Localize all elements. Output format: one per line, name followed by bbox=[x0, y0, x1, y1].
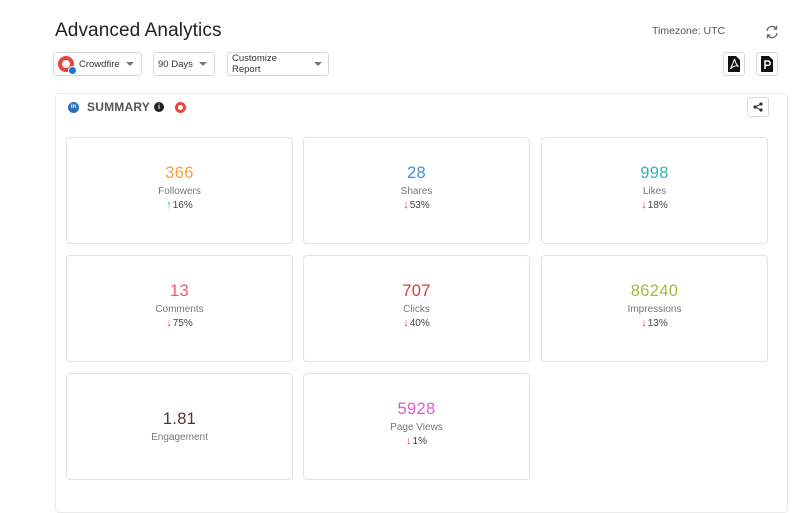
arrow-down-icon: ↓ bbox=[403, 317, 409, 329]
chevron-down-icon bbox=[198, 62, 207, 66]
metric-label: Shares bbox=[400, 186, 433, 197]
metric-value: 998 bbox=[640, 164, 669, 182]
summary-title: SUMMARY bbox=[87, 100, 150, 114]
period-dropdown[interactable]: 90 Days bbox=[153, 52, 215, 76]
crowdfire-icon bbox=[174, 101, 186, 113]
metric-card-followers: 366 Followers ↑16% bbox=[66, 137, 293, 244]
account-dropdown-label: Crowdfire bbox=[79, 58, 120, 70]
timezone-label: Timezone: UTC bbox=[652, 25, 726, 37]
metric-change-percent: 16% bbox=[172, 200, 193, 211]
metric-value: 1.81 bbox=[162, 410, 197, 428]
metric-card-shares: 28 Shares ↓53% bbox=[303, 137, 530, 244]
metric-change-percent: 1% bbox=[412, 436, 427, 447]
metric-change-percent: 75% bbox=[172, 318, 193, 329]
arrow-down-icon: ↓ bbox=[403, 199, 409, 211]
refresh-icon[interactable] bbox=[764, 24, 780, 40]
customize-report-dropdown[interactable]: Customize Report bbox=[227, 52, 329, 76]
metric-change-percent: 13% bbox=[647, 318, 668, 329]
arrow-down-icon: ↓ bbox=[641, 317, 647, 329]
metric-value: 5928 bbox=[397, 400, 436, 418]
metric-change: ↑16% bbox=[67, 199, 292, 211]
metric-value: 28 bbox=[407, 164, 426, 182]
metric-label: Comments bbox=[155, 304, 204, 315]
metric-change: ↓75% bbox=[67, 317, 292, 329]
customize-report-label: Customize Report bbox=[232, 53, 277, 75]
chevron-down-icon bbox=[314, 62, 322, 66]
crowdfire-logo-icon bbox=[58, 56, 77, 75]
chevron-down-icon bbox=[125, 62, 134, 66]
metric-change-percent: 18% bbox=[647, 200, 668, 211]
share-icon bbox=[753, 102, 763, 112]
metric-value: 13 bbox=[170, 282, 189, 300]
period-dropdown-label: 90 Days bbox=[158, 58, 193, 70]
metric-label: Impressions bbox=[627, 304, 682, 315]
metric-label: Clicks bbox=[403, 304, 430, 315]
pdf-icon bbox=[728, 56, 740, 72]
linkedin-mini-icon bbox=[68, 66, 77, 75]
metric-card-clicks: 707 Clicks ↓40% bbox=[303, 255, 530, 362]
metric-label: Engagement bbox=[151, 432, 208, 443]
metric-change-percent: 40% bbox=[409, 318, 430, 329]
metric-label: Page Views bbox=[390, 422, 443, 433]
info-icon[interactable]: i bbox=[153, 102, 164, 112]
arrow-down-icon: ↓ bbox=[406, 435, 412, 447]
arrow-up-icon: ↑ bbox=[166, 199, 172, 211]
metric-change: ↓13% bbox=[542, 317, 767, 329]
metric-card-page-views: 5928 Page Views ↓1% bbox=[303, 373, 530, 480]
page-title: Advanced Analytics bbox=[55, 20, 222, 41]
metric-change: ↓1% bbox=[304, 435, 529, 447]
metric-change: ↓53% bbox=[304, 199, 529, 211]
metric-change: ↓40% bbox=[304, 317, 529, 329]
share-button[interactable] bbox=[747, 97, 769, 117]
metric-card-likes: 998 Likes ↓18% bbox=[541, 137, 768, 244]
metric-value: 366 bbox=[165, 164, 194, 182]
metric-card-engagement: 1.81 Engagement bbox=[66, 373, 293, 480]
metric-value: 86240 bbox=[630, 282, 679, 300]
metric-card-impressions: 86240 Impressions ↓13% bbox=[541, 255, 768, 362]
summary-header: in SUMMARY i bbox=[68, 100, 186, 114]
metric-change: ↓18% bbox=[542, 199, 767, 211]
metric-card-comments: 13 Comments ↓75% bbox=[66, 255, 293, 362]
export-pdf-button[interactable] bbox=[723, 52, 745, 76]
linkedin-icon: in bbox=[68, 101, 79, 113]
metric-label: Followers bbox=[158, 186, 201, 197]
metric-label: Likes bbox=[642, 186, 667, 197]
arrow-down-icon: ↓ bbox=[641, 199, 647, 211]
account-dropdown[interactable]: Crowdfire bbox=[53, 52, 142, 76]
metric-value: 707 bbox=[402, 282, 431, 300]
metric-change-percent: 53% bbox=[409, 200, 430, 211]
ppt-icon bbox=[761, 56, 773, 72]
arrow-down-icon: ↓ bbox=[166, 317, 172, 329]
export-ppt-button[interactable] bbox=[756, 52, 778, 76]
